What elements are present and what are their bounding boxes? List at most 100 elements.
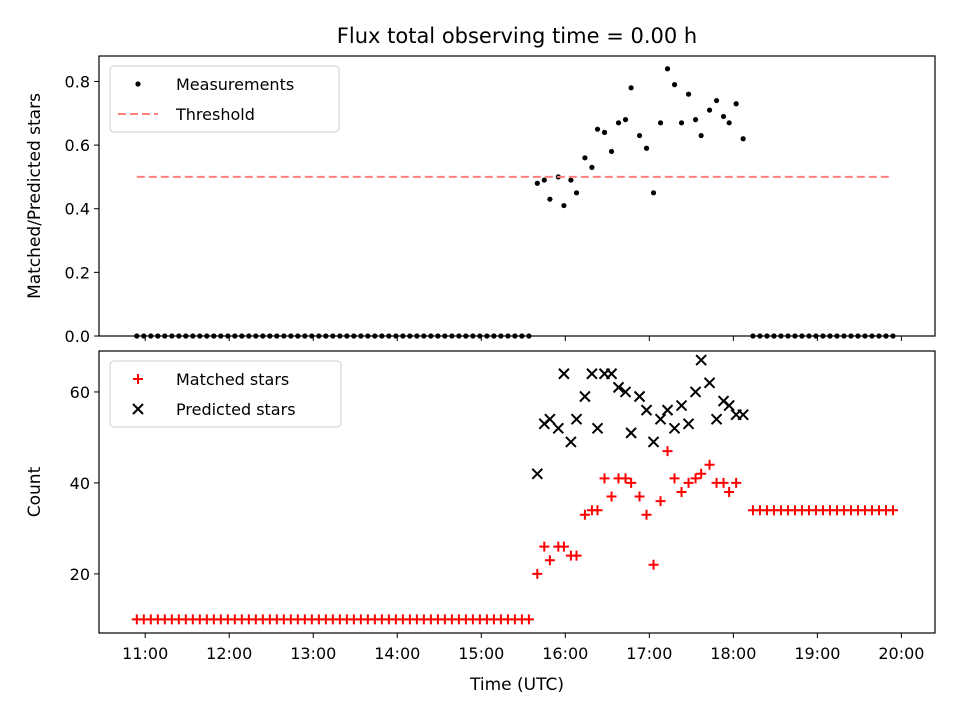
measurement-point — [785, 333, 791, 339]
matched-star-marker — [571, 550, 582, 561]
measurement-point — [162, 333, 168, 339]
matched-star-marker — [648, 559, 659, 570]
x-tick-label: 18:00 — [710, 644, 756, 663]
x-tick-label: 16:00 — [542, 644, 588, 663]
measurement-point — [456, 333, 462, 339]
predicted-star-marker — [605, 368, 618, 380]
measurement-point — [337, 333, 343, 339]
x-tick-label: 20:00 — [878, 644, 924, 663]
predicted-star-marker — [737, 408, 749, 421]
measurement-point — [827, 333, 833, 339]
measurement-point — [526, 333, 532, 339]
predicted-star-marker — [570, 413, 583, 425]
matched-star-marker — [532, 568, 543, 579]
measurement-point — [505, 333, 511, 339]
measurement-point — [421, 333, 427, 339]
measurement-point — [484, 333, 490, 339]
measurement-point — [288, 333, 294, 339]
measurement-point — [750, 333, 756, 339]
y-tick-label: 0.4 — [65, 200, 90, 219]
matched-star-marker — [641, 509, 652, 520]
chart-title: Flux total observing time = 0.00 h — [337, 24, 697, 48]
predicted-star-marker — [591, 422, 604, 435]
measurement-point — [671, 82, 678, 88]
matched-star-marker — [669, 473, 680, 484]
measurement-point — [534, 180, 540, 186]
predicted-star-marker — [619, 386, 632, 398]
measurement-point — [733, 101, 739, 107]
measurement-point — [778, 333, 784, 339]
measurement-point — [134, 333, 140, 339]
predicted-star-marker — [633, 390, 646, 403]
measurement-point — [155, 333, 161, 339]
measurement-point — [841, 333, 847, 339]
measurement-point — [622, 117, 629, 123]
measurement-point — [706, 107, 713, 113]
measurement-point — [302, 333, 308, 339]
measurement-point — [435, 333, 441, 339]
axes-frame — [98, 350, 936, 634]
measurement-point — [713, 97, 720, 104]
measurement-point — [726, 120, 732, 126]
matched-star-marker — [704, 459, 715, 470]
predicted-star-marker — [531, 468, 544, 480]
measurement-point — [344, 333, 350, 339]
legend-label: Threshold — [175, 105, 255, 124]
measurement-point — [792, 333, 798, 339]
measurement-point — [771, 333, 777, 339]
legend-marker-measurements — [135, 81, 141, 87]
y-tick-label: 0.0 — [65, 327, 90, 346]
measurement-point — [442, 333, 448, 339]
y-axis-label: Count — [25, 466, 45, 517]
predicted-star-marker — [668, 422, 681, 435]
measurement-point — [568, 177, 574, 183]
measurement-point — [643, 145, 650, 151]
matched-star-marker — [662, 446, 673, 457]
measurement-point — [692, 117, 699, 123]
matched-star-marker — [620, 473, 631, 484]
measurement-point — [358, 333, 364, 339]
x-axis-label: Time (UTC) — [469, 675, 564, 695]
measurement-point — [498, 333, 504, 339]
matched-star-marker — [655, 496, 666, 507]
predicted-star-marker — [675, 399, 688, 412]
measurement-point — [281, 333, 287, 339]
predicted-star-marker — [723, 399, 735, 412]
predicted-star-marker — [703, 377, 716, 389]
measurement-point — [764, 333, 770, 339]
matched-star-marker — [634, 491, 645, 502]
measurement-point — [615, 120, 622, 126]
measurement-point — [657, 120, 664, 126]
matched-star-marker — [523, 614, 534, 625]
measurement-point — [869, 333, 875, 339]
predicted-star-marker — [640, 404, 653, 416]
predicted-star-marker — [710, 413, 723, 425]
measurement-point — [636, 132, 643, 139]
matched-star-marker — [731, 477, 742, 488]
measurement-point — [608, 148, 615, 155]
measurement-point — [512, 333, 518, 339]
measurement-point — [141, 333, 147, 339]
measurement-point — [720, 113, 727, 120]
measurement-point — [698, 132, 704, 139]
measurement-point — [414, 333, 420, 339]
predicted-star-marker — [695, 354, 707, 366]
x-tick-label: 17:00 — [626, 644, 672, 663]
matched-star-marker — [544, 555, 555, 566]
measurement-point — [678, 120, 685, 126]
matched-star-marker — [558, 541, 569, 552]
legend-box — [109, 65, 340, 133]
predicted-star-marker — [625, 427, 637, 439]
measurement-point — [295, 333, 301, 339]
predicted-star-marker — [612, 381, 625, 394]
measurement-point — [274, 333, 280, 339]
measurement-point — [176, 333, 182, 339]
measurement-point — [757, 333, 763, 339]
x-tick-label: 19:00 — [794, 644, 840, 663]
measurement-point — [309, 333, 315, 339]
measurement-point — [862, 333, 868, 339]
matched-star-marker — [539, 541, 550, 552]
measurement-point — [267, 333, 273, 339]
measurement-point — [148, 333, 154, 339]
measurement-point — [316, 333, 322, 339]
